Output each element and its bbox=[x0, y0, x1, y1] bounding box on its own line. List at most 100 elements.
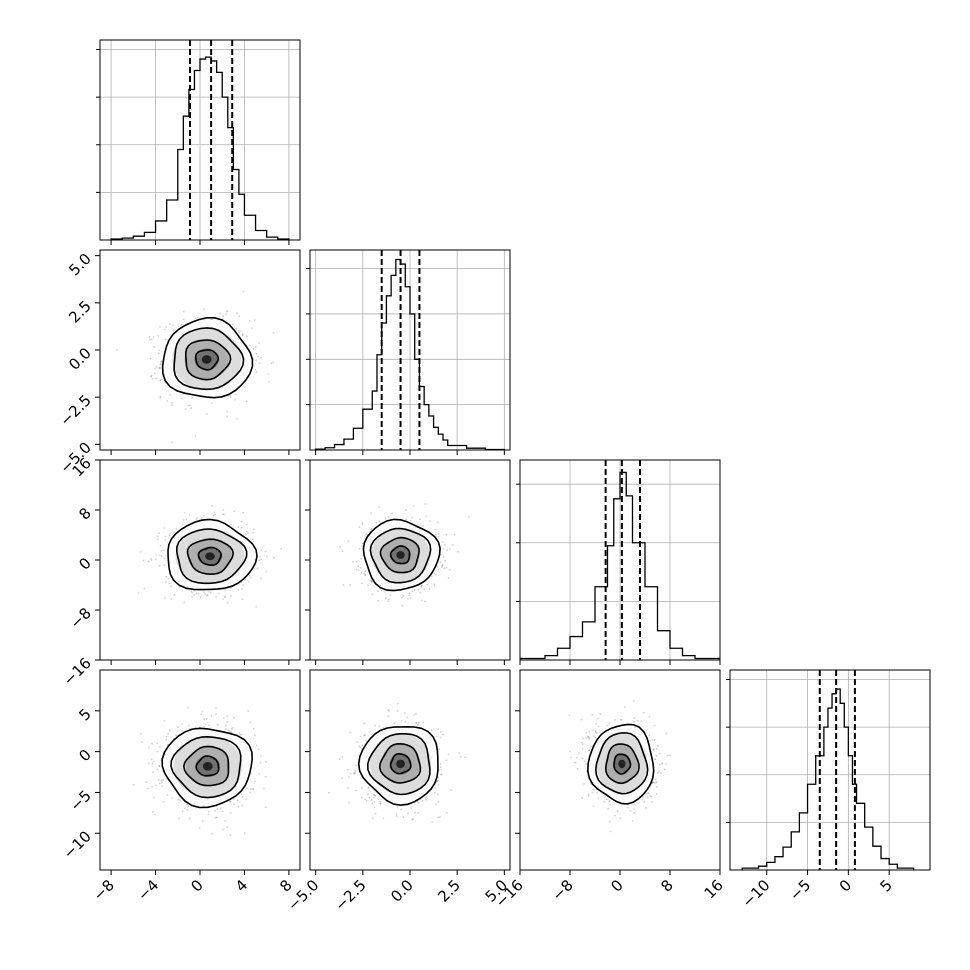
sample-point bbox=[417, 589, 420, 591]
sample-point bbox=[388, 709, 391, 712]
sample-point bbox=[150, 559, 153, 561]
sample-point bbox=[203, 308, 205, 311]
sample-point bbox=[437, 779, 440, 782]
sample-point bbox=[249, 791, 251, 794]
sample-point bbox=[437, 728, 440, 730]
sample-point bbox=[653, 738, 656, 741]
sample-point bbox=[373, 801, 376, 804]
sample-point bbox=[359, 735, 362, 738]
sample-point bbox=[194, 435, 197, 437]
panel-content bbox=[568, 700, 671, 833]
contour-line bbox=[175, 528, 248, 585]
sample-point bbox=[429, 520, 431, 522]
sample-point bbox=[433, 584, 436, 587]
sample-point bbox=[357, 565, 360, 568]
sample-point bbox=[197, 592, 200, 595]
sample-point bbox=[433, 583, 435, 586]
sample-point bbox=[658, 770, 661, 773]
sample-point bbox=[252, 787, 254, 790]
sample-point bbox=[417, 811, 420, 814]
sample-point bbox=[241, 334, 244, 336]
sample-point bbox=[188, 513, 191, 516]
sample-point bbox=[245, 798, 248, 801]
sample-point bbox=[342, 584, 345, 586]
sample-point bbox=[171, 441, 174, 444]
scatter-panel-1-2 bbox=[305, 459, 511, 665]
sample-point bbox=[206, 594, 209, 596]
sample-point bbox=[354, 772, 356, 775]
sample-point bbox=[163, 597, 166, 599]
sample-point bbox=[405, 518, 408, 521]
contour-line bbox=[186, 538, 235, 576]
sample-point bbox=[219, 807, 222, 810]
sample-point bbox=[248, 320, 251, 322]
sample-point bbox=[391, 512, 394, 515]
sample-point bbox=[430, 729, 433, 732]
sample-point bbox=[260, 356, 263, 359]
sample-point bbox=[245, 335, 248, 338]
sample-point bbox=[250, 788, 252, 791]
sample-point bbox=[222, 315, 225, 318]
sample-point bbox=[171, 404, 173, 407]
sample-point bbox=[633, 726, 636, 728]
sample-point bbox=[229, 801, 231, 803]
sample-point bbox=[382, 817, 385, 820]
sample-point bbox=[360, 786, 363, 789]
density-fill bbox=[201, 355, 212, 364]
sample-point bbox=[196, 517, 198, 520]
panel-content bbox=[132, 706, 267, 837]
contour-line bbox=[167, 518, 258, 591]
sample-point bbox=[191, 596, 193, 598]
sample-point bbox=[177, 798, 180, 801]
sample-point bbox=[417, 721, 420, 724]
sample-point bbox=[378, 520, 380, 522]
sample-point bbox=[165, 575, 168, 578]
sample-point bbox=[259, 761, 262, 764]
sample-point bbox=[370, 798, 373, 801]
sample-point bbox=[242, 511, 245, 514]
sample-point bbox=[458, 752, 460, 754]
sample-point bbox=[369, 580, 372, 582]
sample-point bbox=[171, 797, 174, 799]
sample-point bbox=[383, 590, 385, 593]
sample-point bbox=[417, 801, 420, 804]
contour-line bbox=[389, 545, 411, 565]
sample-point bbox=[412, 817, 415, 820]
sample-point bbox=[160, 549, 163, 552]
sample-point bbox=[226, 720, 229, 723]
sample-point bbox=[183, 601, 186, 604]
sample-point bbox=[387, 600, 390, 603]
sample-point bbox=[642, 711, 645, 714]
sample-point bbox=[413, 589, 416, 591]
sample-point bbox=[181, 723, 183, 725]
sample-point bbox=[587, 794, 590, 797]
sample-point bbox=[155, 784, 158, 787]
sample-point bbox=[160, 779, 163, 782]
sample-point bbox=[249, 576, 252, 579]
sample-point bbox=[155, 377, 157, 380]
sample-point bbox=[445, 533, 448, 536]
sample-point bbox=[437, 535, 439, 538]
sample-point bbox=[272, 332, 275, 334]
sample-point bbox=[237, 526, 240, 528]
sample-point bbox=[255, 371, 258, 374]
sample-point bbox=[371, 802, 374, 805]
sample-point bbox=[226, 415, 228, 418]
sample-point bbox=[374, 795, 377, 797]
sample-point bbox=[241, 804, 244, 807]
sample-point bbox=[434, 528, 436, 531]
sample-point bbox=[152, 760, 155, 763]
sample-point bbox=[170, 598, 173, 600]
sample-point bbox=[252, 348, 255, 350]
sample-point bbox=[238, 732, 241, 734]
sample-point bbox=[420, 584, 423, 587]
sample-point bbox=[257, 748, 260, 751]
sample-point bbox=[420, 586, 423, 589]
sample-point bbox=[149, 357, 152, 360]
sample-point bbox=[367, 584, 369, 586]
sample-point bbox=[157, 352, 160, 355]
sample-point bbox=[240, 733, 243, 736]
sample-point bbox=[193, 594, 196, 596]
sample-point bbox=[223, 589, 226, 592]
sample-point bbox=[245, 400, 248, 402]
